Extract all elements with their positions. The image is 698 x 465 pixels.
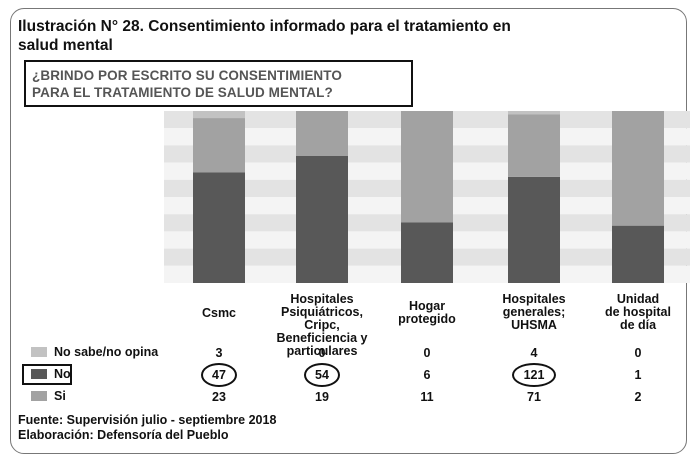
- bar-segment-no-sabe: [508, 111, 560, 115]
- legend-swatch-si: [31, 391, 47, 401]
- question-box: ¿BRINDO POR ESCRITO SU CONSENTIMIENTO PA…: [24, 60, 413, 107]
- table-cell-si: 11: [420, 390, 434, 404]
- legend-label-no: No: [54, 367, 71, 381]
- category-label-line: Beneficiencia y: [276, 331, 368, 345]
- category-label-line: protegido: [398, 312, 456, 326]
- highlight-circle: [512, 363, 556, 387]
- question-line-1: ¿BRINDO POR ESCRITO SU CONSENTIMIENTO: [32, 68, 342, 83]
- question-line-2: PARA EL TRATAMIENTO DE SALUD MENTAL?: [32, 85, 333, 100]
- table-cell-no-sabe: 0: [423, 346, 431, 360]
- table-cell-no: 47: [212, 368, 226, 382]
- highlight-circle: [304, 363, 340, 387]
- table-cell-no: 121: [523, 368, 545, 382]
- category-label-line: particulares: [286, 344, 358, 358]
- table-cell-si: 23: [212, 390, 226, 404]
- bar-segment-si: [401, 111, 453, 223]
- table-cell-no: 6: [423, 368, 431, 382]
- category-label-line: Hogar: [408, 299, 446, 313]
- bar-segment-si: [508, 114, 560, 177]
- bar-segment-no-sabe: [193, 111, 245, 119]
- table-cell-no: 1: [634, 368, 642, 382]
- category-label: Csmc: [164, 307, 274, 320]
- elaboration-note: Elaboración: Defensoría del Pueblo: [18, 428, 229, 442]
- bar-segment-no: [612, 225, 664, 283]
- highlight-circle: [201, 363, 237, 387]
- category-label-line: Psiquiátricos, Cripc,: [281, 305, 363, 332]
- category-label: Hospitales Psiquiátricos, Cripc, Beneficie…: [267, 293, 377, 358]
- table-cell-no-sabe: 0: [634, 346, 642, 360]
- bar-segment-no: [296, 155, 348, 283]
- figure-title: Ilustración N° 28. Consentimiento inform…: [18, 18, 511, 54]
- bar-segment-si: [193, 118, 245, 173]
- legend-label-si: Si: [54, 389, 66, 403]
- bar-segment-no: [401, 222, 453, 283]
- category-label-line: Hospitales: [290, 292, 354, 306]
- category-label-line: Unidad: [616, 292, 660, 306]
- category-label: Hospitales generales; UHSMA: [479, 293, 589, 332]
- table-cell-si: 71: [527, 390, 541, 404]
- category-label: Unidad de hospital de día: [583, 293, 693, 332]
- table-cell-si: 19: [315, 390, 329, 404]
- category-label-line: Hospitales: [502, 292, 566, 306]
- table-cell-no-sabe: 3: [215, 346, 223, 360]
- bar-segment-no: [508, 176, 560, 283]
- bar-segment-si: [296, 111, 348, 156]
- category-label: Hogar protegido: [372, 300, 482, 326]
- category-label-line: UHSMA: [511, 318, 557, 332]
- table-cell-no-sabe: 4: [530, 346, 538, 360]
- legend-swatch-no: [31, 369, 47, 379]
- category-label-line: de día: [619, 318, 657, 332]
- bar-segment-si: [612, 111, 664, 226]
- bar-segment-no: [193, 172, 245, 283]
- table-cell-no-sabe: 0: [318, 346, 326, 360]
- legend-label-no-sabe: No sabe/no opina: [54, 345, 159, 359]
- table-cell-no: 54: [315, 368, 329, 382]
- category-label-line: Csmc: [201, 306, 237, 320]
- category-label-line: generales;: [502, 305, 566, 319]
- category-label-line: de hospital: [605, 305, 671, 319]
- table-cell-si: 2: [634, 390, 642, 404]
- source-note: Fuente: Supervisión julio - septiembre 2…: [18, 413, 277, 427]
- legend-no-highlight-box: [22, 364, 72, 385]
- legend-swatch-no-sabe: [31, 347, 47, 357]
